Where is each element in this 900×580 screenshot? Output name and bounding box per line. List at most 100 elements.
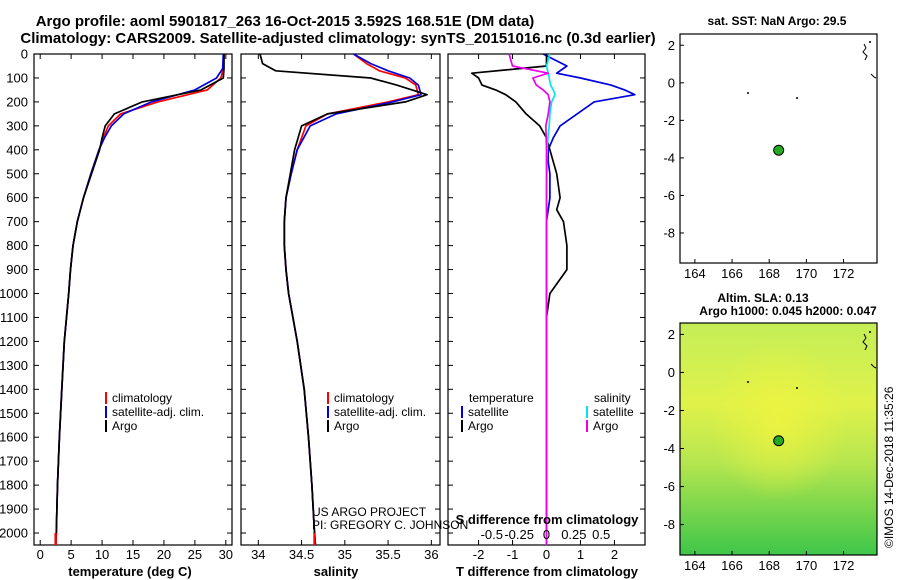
x-tick-label: 36 bbox=[424, 547, 438, 562]
map-x-tick-label: 164 bbox=[684, 558, 706, 573]
difference-xlabel-top: S difference from climatology bbox=[456, 512, 640, 527]
depth-tick-label: 900 bbox=[6, 262, 28, 277]
coastline bbox=[747, 331, 877, 389]
sla-map: Altim. SLA: 0.13 Argo h1000: 0.045 h2000… bbox=[663, 291, 878, 573]
s-tick-label: -0.5 bbox=[481, 527, 503, 542]
x-tick-label: 0 bbox=[543, 547, 550, 562]
s-tick-label: -0.25 bbox=[504, 527, 534, 542]
depth-tick-label: 1400 bbox=[0, 382, 28, 397]
sla-map-title1: Altim. SLA: 0.13 bbox=[717, 291, 809, 305]
depth-tick-label: 200 bbox=[6, 94, 28, 109]
map-y-tick-label: -6 bbox=[663, 479, 675, 494]
salinity-panel: 34 34.5 35 35.5 36 bbox=[240, 53, 441, 562]
argo-location-marker bbox=[773, 435, 785, 447]
x-tick-label: 34 bbox=[251, 547, 265, 562]
salinity-xlabel: salinity bbox=[314, 564, 360, 579]
map-x-tick-label: 166 bbox=[721, 558, 743, 573]
map-x-tick-label: 166 bbox=[721, 266, 743, 281]
x-tick-label: 34.5 bbox=[289, 547, 314, 562]
depth-tick-label: 1000 bbox=[0, 286, 28, 301]
map-y-tick-label: -8 bbox=[663, 225, 675, 240]
legend-label-argo: Argo bbox=[112, 419, 138, 433]
s-tick-label: 0.5 bbox=[592, 527, 610, 542]
temperature-xlabel: temperature (deg C) bbox=[68, 564, 192, 579]
temperature-frame bbox=[33, 53, 233, 546]
depth-tick-label: 1700 bbox=[0, 454, 28, 469]
legend-label-s-satellite: satellite bbox=[593, 405, 634, 419]
legend-label-satellite: satellite-adj. clim. bbox=[334, 405, 426, 419]
map-y-tick-label: -8 bbox=[663, 517, 675, 532]
map-y-tick-label: 0 bbox=[668, 75, 675, 90]
island-dot bbox=[796, 387, 798, 389]
map-x-tick-label: 168 bbox=[758, 558, 780, 573]
island-outline bbox=[862, 333, 868, 351]
map-x-tick-label: 170 bbox=[796, 558, 818, 573]
map-y-tick-label: 2 bbox=[668, 38, 675, 53]
depth-tick-label: 800 bbox=[6, 238, 28, 253]
x-tick-label: 30 bbox=[219, 547, 233, 562]
legend-label-climatology: climatology bbox=[334, 391, 394, 405]
x-tick-label: 10 bbox=[95, 547, 109, 562]
s-tick-label: 0 bbox=[543, 527, 550, 542]
depth-tick-label: 0 bbox=[21, 47, 28, 62]
salinity-legend: climatology satellite-adj. clim. Argo US… bbox=[312, 391, 468, 532]
depth-axis: 0 100 200 300 400 500 600 700 800 900 1000 1100 1200… bbox=[0, 47, 28, 541]
figure-title-line2: Climatology: CARS2009. Satellite-adjuste… bbox=[20, 30, 655, 47]
depth-tick-label: 1800 bbox=[0, 478, 28, 493]
island-outline bbox=[870, 363, 877, 369]
island-dot bbox=[869, 331, 871, 333]
depth-tick-label: 300 bbox=[6, 118, 28, 133]
x-tick-label: 25 bbox=[188, 547, 202, 562]
depth-tick-label: 1900 bbox=[0, 502, 28, 517]
imos-watermark: ©IMOS 14-Dec-2018 11:35:26 bbox=[882, 386, 896, 548]
difference-panel: -2 -1 0 1 2 -0.5 -0.25 0 0.25 0.5 bbox=[447, 53, 646, 562]
depth-tick-label: 2000 bbox=[0, 526, 28, 541]
map-y-tick-label: -6 bbox=[663, 188, 675, 203]
map-x-tick-label: 168 bbox=[758, 266, 780, 281]
depth-tick-label: 1600 bbox=[0, 430, 28, 445]
depth-tick-label: 1500 bbox=[0, 406, 28, 421]
island-outline bbox=[870, 73, 877, 79]
credit-pi: PI: GREGORY C. JOHNSON bbox=[312, 518, 468, 532]
sla-map-title2: Argo h1000: 0.045 h2000: 0.047 bbox=[699, 304, 877, 318]
x-tick-label: -1 bbox=[507, 547, 519, 562]
legend-label-s-argo: Argo bbox=[593, 419, 619, 433]
x-tick-label: 35.5 bbox=[375, 547, 400, 562]
map-y-tick-label: 0 bbox=[668, 365, 675, 380]
map-x-tick-label: 170 bbox=[796, 266, 818, 281]
legend-label-t-satellite: satellite bbox=[468, 405, 509, 419]
legend-label-t-argo: Argo bbox=[468, 419, 494, 433]
argo-location-marker bbox=[773, 144, 785, 156]
sst-map: sat. SST: NaN Argo: 29.5 164 166 168 170 172… bbox=[663, 14, 878, 281]
legend-title-temperature: temperature bbox=[469, 391, 534, 405]
legend-title-salinity: salinity bbox=[594, 391, 631, 405]
depth-tick-label: 1300 bbox=[0, 358, 28, 373]
depth-tick-label: 700 bbox=[6, 214, 28, 229]
map-x-tick-label: 172 bbox=[833, 266, 855, 281]
map-x-tick-label: 164 bbox=[684, 266, 706, 281]
depth-tick-label: 100 bbox=[6, 70, 28, 85]
map-y-tick-label: 2 bbox=[668, 327, 675, 342]
series-line-s-argo bbox=[508, 53, 551, 545]
salinity-frame bbox=[240, 53, 441, 546]
legend-label-satellite: satellite-adj. clim. bbox=[112, 405, 204, 419]
map-y-tick-label: -2 bbox=[663, 113, 675, 128]
x-tick-label: 2 bbox=[611, 547, 618, 562]
island-dot bbox=[747, 381, 749, 383]
coastline bbox=[747, 41, 877, 99]
map-y-tick-label: -2 bbox=[663, 403, 675, 418]
depth-tick-label: 600 bbox=[6, 190, 28, 205]
map-y-tick-label: -4 bbox=[663, 441, 675, 456]
s-tick-label: 0.25 bbox=[561, 527, 586, 542]
legend-label-argo: Argo bbox=[334, 419, 360, 433]
difference-xlabel: T difference from climatology bbox=[456, 564, 639, 579]
figure-title-line1: Argo profile: aoml 5901817_263 16-Oct-20… bbox=[36, 13, 535, 30]
x-tick-label: 1 bbox=[577, 547, 584, 562]
temperature-legend: climatology satellite-adj. clim. Argo bbox=[105, 391, 204, 433]
x-tick-label: 15 bbox=[126, 547, 140, 562]
island-outline bbox=[862, 43, 868, 61]
island-dot bbox=[796, 97, 798, 99]
island-dot bbox=[869, 41, 871, 43]
x-tick-label: 20 bbox=[157, 547, 171, 562]
